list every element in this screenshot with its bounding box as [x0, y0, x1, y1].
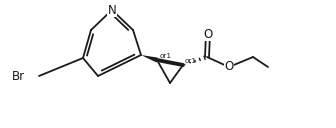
Text: O: O — [224, 61, 234, 73]
Text: O: O — [203, 28, 213, 40]
Text: or1: or1 — [160, 53, 172, 59]
Text: or1: or1 — [185, 58, 197, 64]
Polygon shape — [141, 55, 158, 62]
Text: N: N — [108, 3, 116, 17]
Text: Br: Br — [12, 70, 25, 83]
